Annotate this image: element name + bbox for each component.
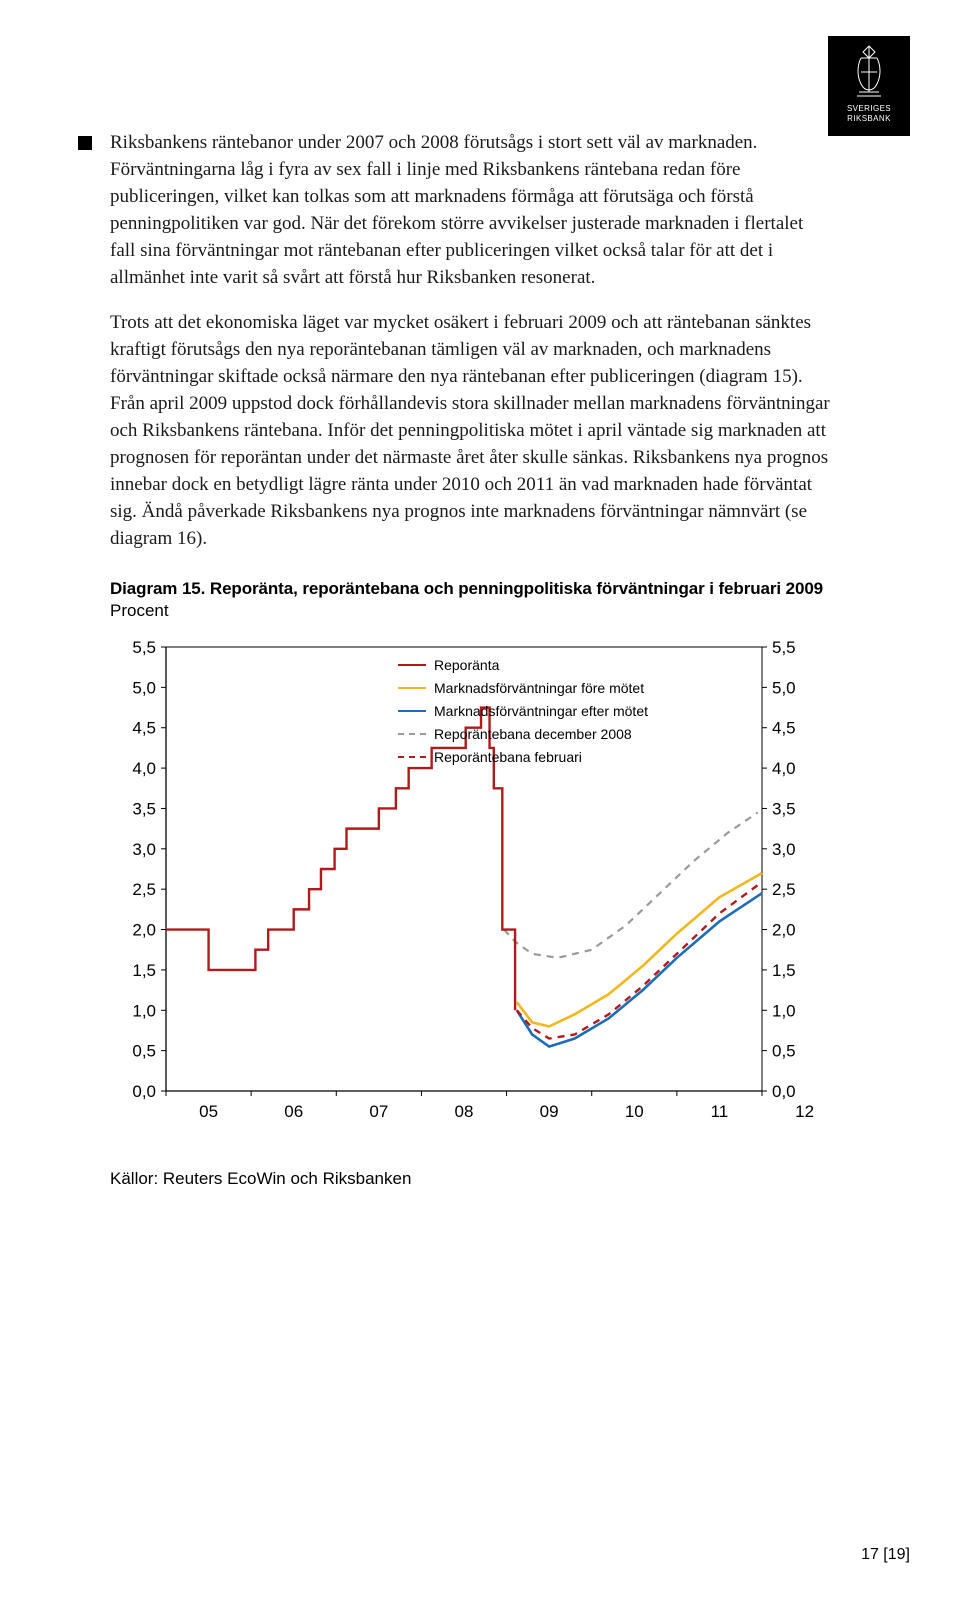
svg-text:5,5: 5,5 bbox=[772, 638, 796, 657]
legend-item: Marknadsförväntningar efter mötet bbox=[398, 701, 648, 722]
legend-item: Reporäntebana februari bbox=[398, 747, 648, 768]
logo-text-2: RIKSBANK bbox=[828, 114, 910, 124]
svg-text:11: 11 bbox=[711, 1102, 729, 1121]
svg-text:0,5: 0,5 bbox=[772, 1041, 796, 1060]
legend-label: Reporäntebana december 2008 bbox=[434, 724, 632, 745]
paragraph-2: Trots att det ekonomiska läget var mycke… bbox=[110, 310, 830, 553]
svg-text:0,0: 0,0 bbox=[772, 1082, 796, 1101]
svg-text:4,5: 4,5 bbox=[772, 718, 796, 737]
svg-text:2,0: 2,0 bbox=[772, 920, 796, 939]
riksbank-logo: SVERIGES RIKSBANK bbox=[828, 36, 910, 136]
svg-text:06: 06 bbox=[284, 1102, 303, 1121]
svg-text:09: 09 bbox=[540, 1102, 559, 1121]
svg-text:5,0: 5,0 bbox=[132, 678, 156, 697]
svg-text:5,0: 5,0 bbox=[772, 678, 796, 697]
legend-label: Marknadsförväntningar före mötet bbox=[434, 678, 644, 699]
legend-label: Marknadsförväntningar efter mötet bbox=[434, 701, 648, 722]
svg-text:1,5: 1,5 bbox=[772, 960, 796, 979]
page-number: 17 [19] bbox=[861, 1546, 910, 1564]
svg-text:1,0: 1,0 bbox=[132, 1001, 156, 1020]
svg-text:10: 10 bbox=[625, 1102, 644, 1121]
svg-text:0,5: 0,5 bbox=[132, 1041, 156, 1060]
svg-text:3,5: 3,5 bbox=[132, 799, 156, 818]
paragraph-1: Riksbankens räntebanor under 2007 och 20… bbox=[110, 130, 830, 292]
svg-text:05: 05 bbox=[199, 1102, 218, 1121]
legend-item: Reporäntebana december 2008 bbox=[398, 724, 648, 745]
svg-text:1,0: 1,0 bbox=[772, 1001, 796, 1020]
svg-text:07: 07 bbox=[369, 1102, 388, 1121]
legend-label: Reporäntebana februari bbox=[434, 747, 582, 768]
svg-text:1,5: 1,5 bbox=[132, 960, 156, 979]
svg-text:3,0: 3,0 bbox=[132, 839, 156, 858]
chart-subtitle: Procent bbox=[110, 601, 830, 621]
svg-text:12: 12 bbox=[795, 1102, 814, 1121]
svg-text:2,0: 2,0 bbox=[132, 920, 156, 939]
logo-text-1: SVERIGES bbox=[828, 104, 910, 114]
svg-text:3,5: 3,5 bbox=[772, 799, 796, 818]
legend-label: Reporänta bbox=[434, 655, 499, 676]
chart-sources: Källor: Reuters EcoWin och Riksbanken bbox=[110, 1169, 830, 1189]
legend-item: Reporänta bbox=[398, 655, 648, 676]
svg-text:2,5: 2,5 bbox=[772, 880, 796, 899]
svg-text:3,0: 3,0 bbox=[772, 839, 796, 858]
svg-text:08: 08 bbox=[455, 1102, 474, 1121]
svg-text:4,0: 4,0 bbox=[772, 759, 796, 778]
main-content: Riksbankens räntebanor under 2007 och 20… bbox=[110, 130, 830, 1189]
svg-text:5,5: 5,5 bbox=[132, 638, 156, 657]
svg-text:0,0: 0,0 bbox=[132, 1082, 156, 1101]
chart-legend: ReporäntaMarknadsförväntningar före möte… bbox=[398, 655, 648, 770]
svg-text:4,0: 4,0 bbox=[132, 759, 156, 778]
chart-diagram-15: 0,0 0,0 0,5 0,5 1,0 1,0 1,5 1,5 2,0 2,0 2,5 2,5 3,0 3… bbox=[110, 631, 830, 1151]
chart-title: Diagram 15. Reporänta, reporäntebana och… bbox=[110, 579, 830, 599]
svg-text:4,5: 4,5 bbox=[132, 718, 156, 737]
svg-text:2,5: 2,5 bbox=[132, 880, 156, 899]
legend-item: Marknadsförväntningar före mötet bbox=[398, 678, 648, 699]
section-bullet bbox=[78, 136, 92, 150]
